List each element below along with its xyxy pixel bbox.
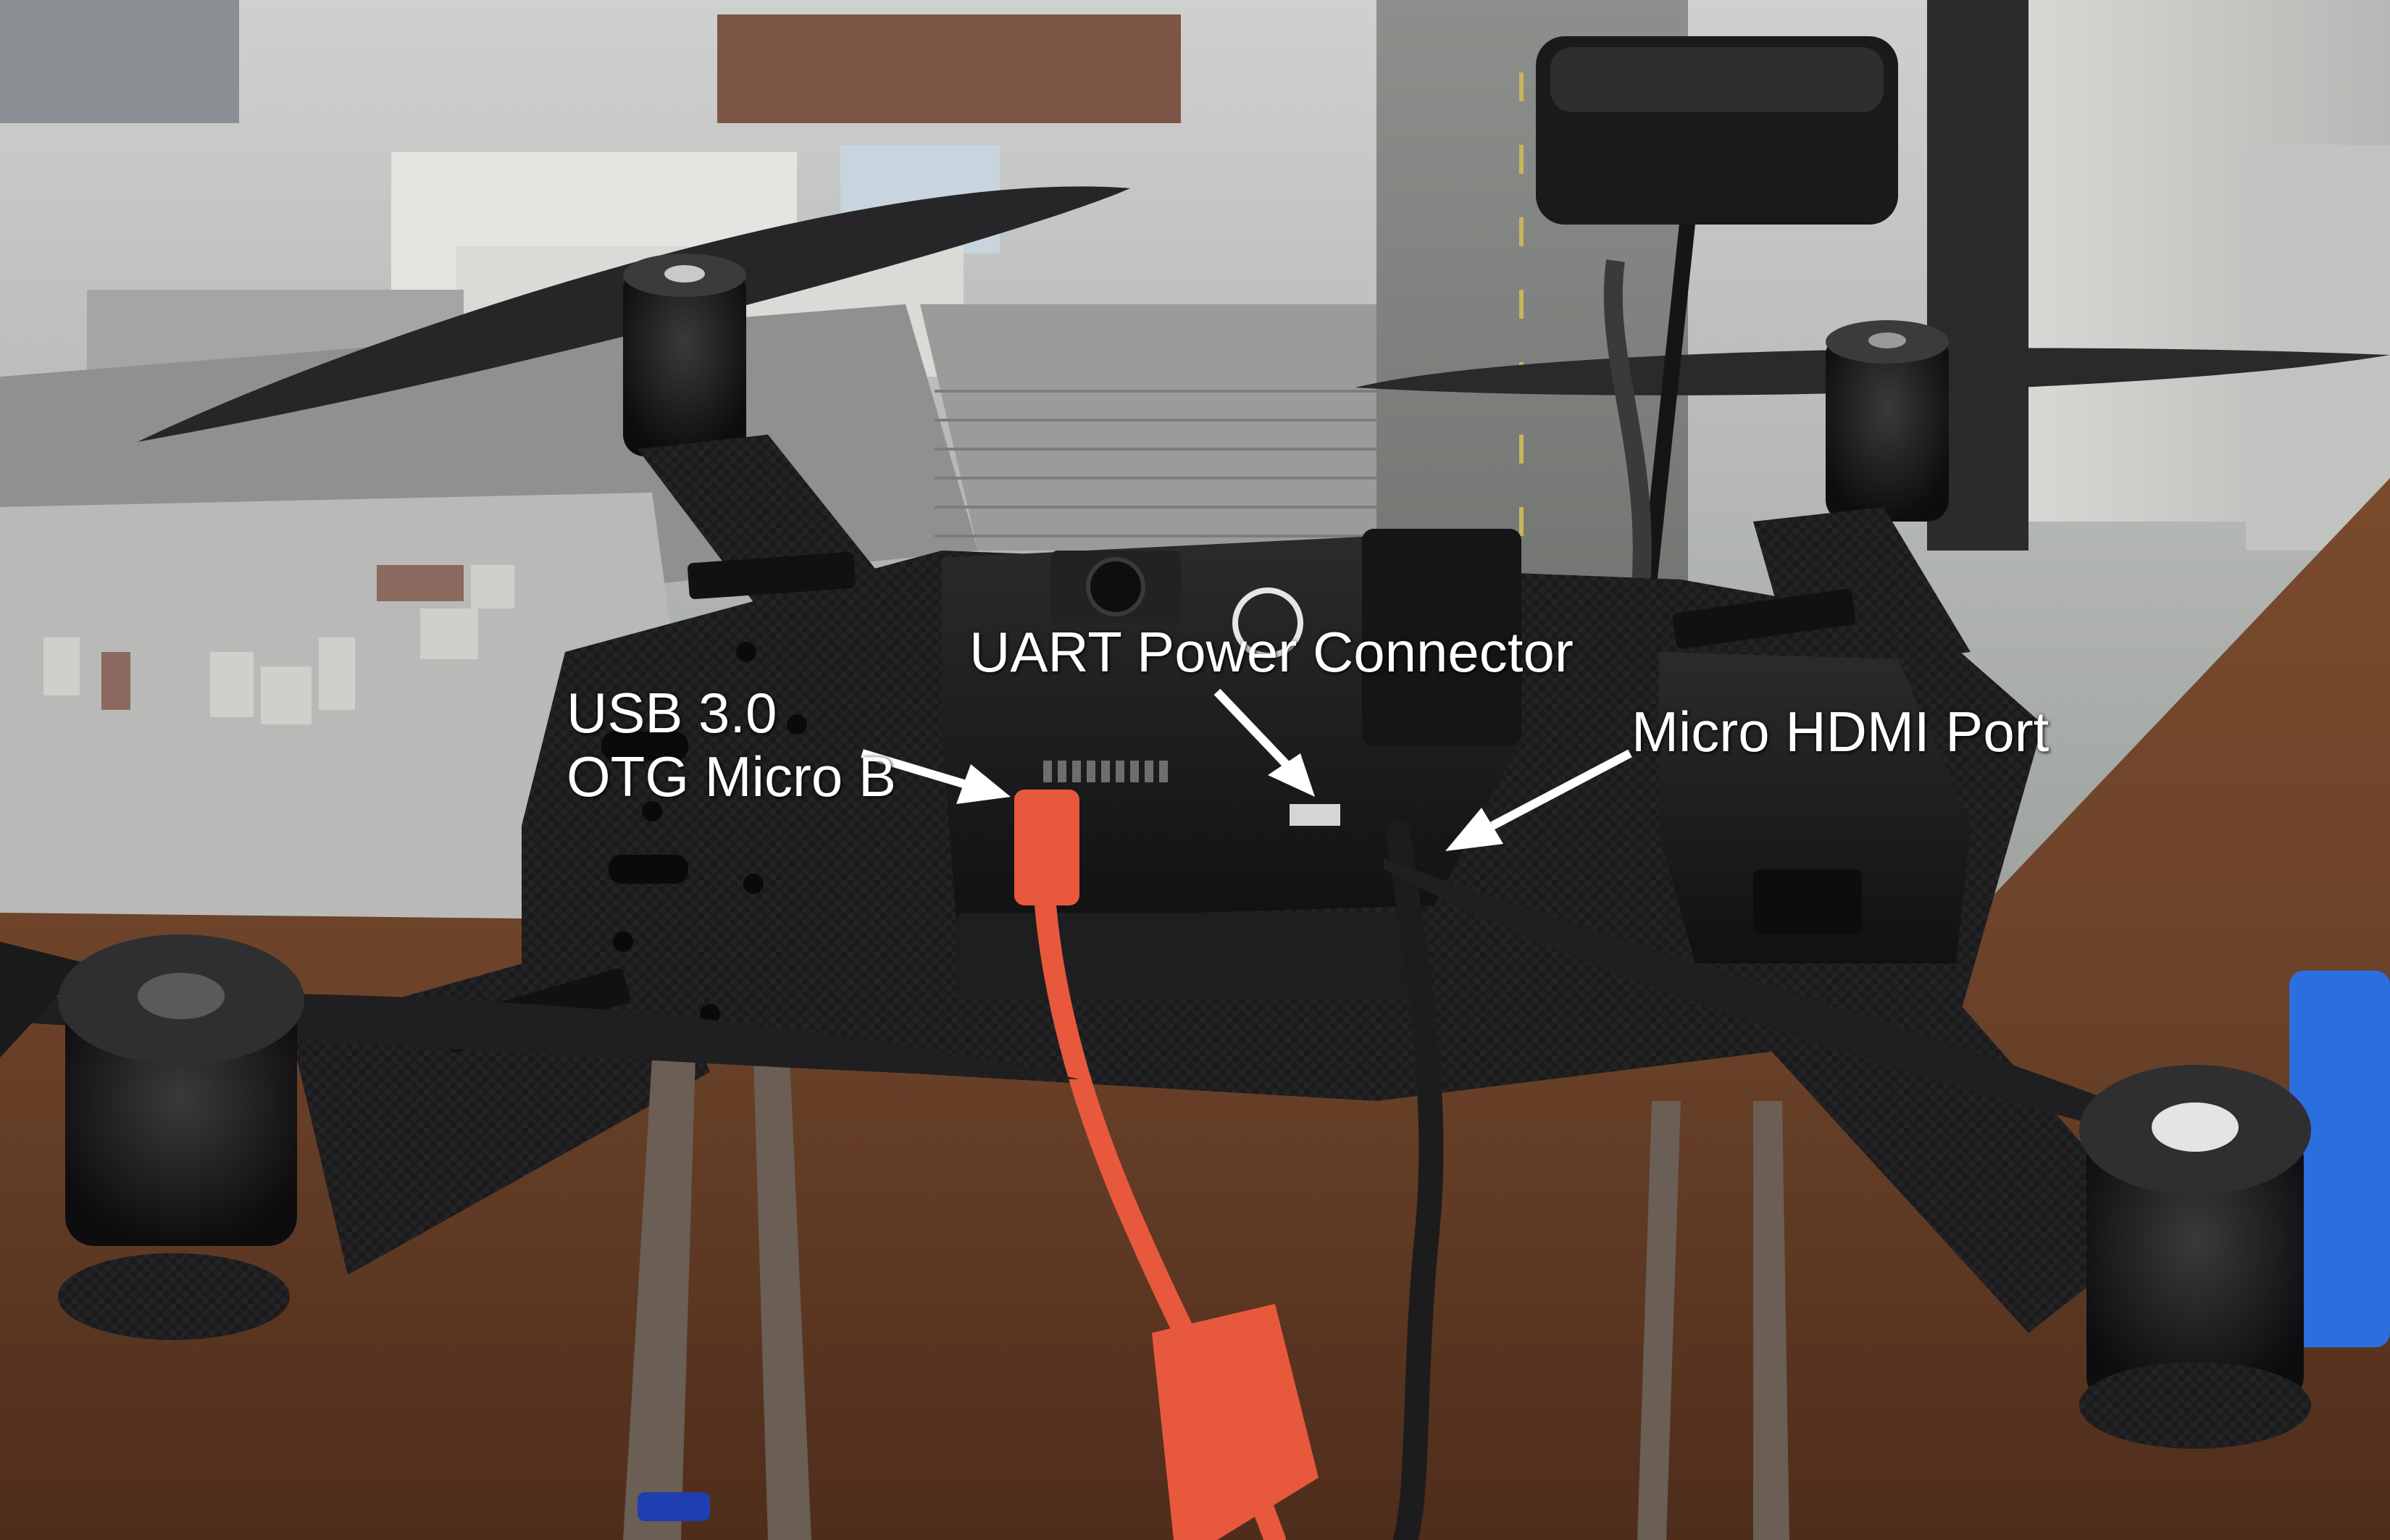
compute-module: [942, 529, 1521, 1000]
motor-front-left: [58, 934, 304, 1340]
arrow-usb: [861, 749, 1011, 804]
hdmi-callout-label: Micro HDMI Port: [1631, 700, 2050, 763]
external-device: [2289, 971, 2390, 1347]
arrow-hdmi: [1445, 749, 1632, 851]
uart-callout-label: UART Power Connector: [969, 620, 1574, 684]
drone: [0, 36, 2390, 1540]
usb-otg-callout: USB 3.0 OTG Micro B: [567, 681, 896, 808]
uart-power-connector-callout: UART Power Connector: [969, 620, 1574, 684]
motor-back-left: [623, 254, 746, 456]
landing-legs: [623, 1058, 1789, 1540]
annotation-arrows: [861, 688, 1632, 851]
usb-callout-line2: OTG Micro B: [567, 745, 897, 808]
usb-callout-line1: USB 3.0: [567, 681, 777, 745]
motor-back-right: [1826, 320, 1949, 522]
battery-box: [1659, 652, 1971, 963]
arrow-uart: [1213, 688, 1315, 797]
gps-module: [1536, 36, 1898, 225]
motor-front-right: [2079, 1065, 2311, 1449]
micro-hdmi-port-callout: Micro HDMI Port: [1631, 700, 2049, 763]
hdmi-cable: [1386, 821, 1444, 1540]
